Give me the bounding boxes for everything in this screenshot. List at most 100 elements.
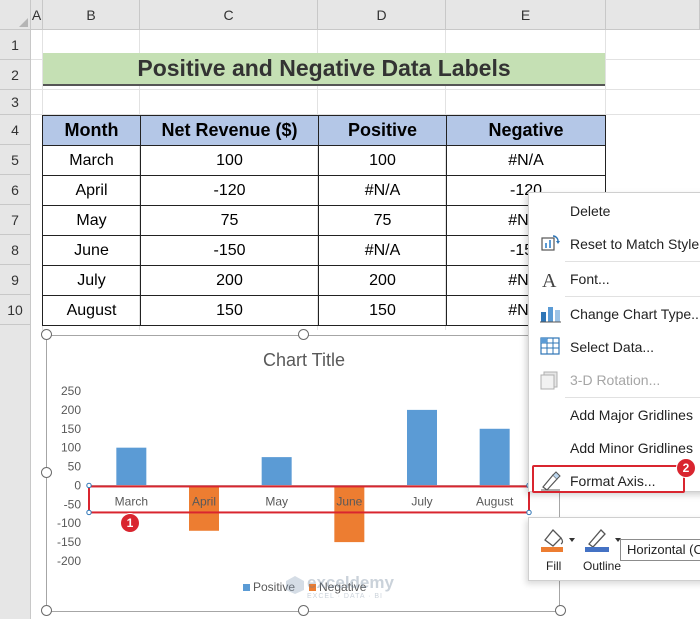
table-cell[interactable]: 200	[318, 265, 447, 296]
column-header-d[interactable]: D	[318, 0, 446, 30]
svg-text:A: A	[542, 270, 557, 291]
table-cell[interactable]: #N/A	[318, 175, 447, 206]
exceldemy-logo-icon	[286, 576, 304, 594]
table-cell[interactable]: March	[42, 145, 141, 176]
axis-selection-handle[interactable]	[86, 482, 92, 489]
y-tick-label: -100	[57, 516, 81, 530]
plot-area[interactable]	[116, 409, 510, 543]
x-category-label: May	[265, 494, 288, 508]
font-icon: A	[540, 269, 562, 292]
reset-style-icon	[540, 234, 562, 254]
row-header-3[interactable]: 3	[0, 90, 31, 115]
menu-item-delete[interactable]: Delete	[570, 203, 611, 219]
axis-selection-handle[interactable]	[526, 509, 532, 516]
table-cell[interactable]: 150	[318, 295, 447, 326]
table-cell[interactable]: #N/A	[318, 235, 447, 266]
menu-item-reset-style[interactable]: Reset to Match Style	[529, 229, 700, 259]
bar-positive-may[interactable]	[261, 457, 292, 486]
header-positive[interactable]: Positive	[318, 115, 447, 146]
table-cell[interactable]: #N/A	[446, 145, 606, 176]
bar-negative-april[interactable]	[189, 485, 219, 531]
chart-resize-handle[interactable]	[555, 605, 566, 616]
step-badge-2: 2	[676, 458, 696, 478]
bar-positive-july[interactable]	[407, 409, 437, 486]
table-row: May 75 75 #N/A	[42, 205, 606, 236]
table-cell[interactable]: -150	[140, 235, 319, 266]
y-axis[interactable]: 250 200 150 100 50 0 -50 -100 -150 -200	[57, 384, 81, 568]
legend-swatch	[309, 584, 316, 591]
chart-legend[interactable]: Positive Negative	[243, 580, 367, 594]
row-header-6[interactable]: 6	[0, 175, 31, 205]
select-all-corner[interactable]	[0, 0, 31, 30]
row-header-5[interactable]: 5	[0, 145, 31, 175]
table-row: April -120 #N/A -120	[42, 175, 606, 206]
table-cell[interactable]: 150	[140, 295, 319, 326]
chart-type-icon	[540, 304, 562, 324]
chart-resize-handle[interactable]	[41, 329, 52, 340]
column-header-a[interactable]: A	[31, 0, 43, 30]
table-cell[interactable]: 100	[318, 145, 447, 176]
row-header-1[interactable]: 1	[0, 30, 31, 60]
menu-item-change-chart-type[interactable]: Change Chart Type...	[529, 299, 700, 329]
chart-resize-handle[interactable]	[41, 467, 52, 478]
bar-positive-march[interactable]	[116, 447, 147, 486]
row-header-9[interactable]: 9	[0, 265, 31, 295]
horizontal-axis-labels[interactable]: March April May June July August	[115, 494, 514, 508]
chart-resize-handle[interactable]	[41, 605, 52, 616]
menu-item-3d-rotation[interactable]: 3-D Rotation...	[529, 365, 700, 395]
watermark-logo: exceldemy EXCEL · DATA · BI	[285, 573, 435, 607]
step-badge-1: 1	[120, 513, 140, 533]
header-month[interactable]: Month	[42, 115, 141, 146]
table-cell[interactable]: 75	[140, 205, 319, 236]
chart-resize-handle[interactable]	[298, 605, 309, 616]
column-header-c[interactable]: C	[140, 0, 318, 30]
table-header-row: Month Net Revenue ($) Positive Negative	[42, 115, 606, 146]
menu-item-add-major-gridlines[interactable]: Add Major Gridlines	[570, 407, 693, 423]
table-row: August 150 150 #N/A	[42, 295, 606, 326]
table-cell[interactable]: 200	[140, 265, 319, 296]
table-cell[interactable]: 75	[318, 205, 447, 236]
menu-item-font[interactable]: A Font...	[540, 269, 610, 292]
data-table: Month Net Revenue ($) Positive Negative …	[42, 115, 606, 326]
y-tick-label: -200	[57, 554, 81, 568]
chart-area[interactable]: Chart Title 250 200 150 100 50 0 -50 -100 -150 -2…	[46, 335, 560, 612]
table-cell[interactable]: May	[42, 205, 141, 236]
horizontal-axis-selection[interactable]	[88, 485, 530, 514]
menu-item-format-axis[interactable]: Format Axis...	[529, 466, 700, 496]
table-cell[interactable]: June	[42, 235, 141, 266]
rotation-3d-icon	[540, 370, 562, 390]
column-header-b[interactable]: B	[43, 0, 140, 30]
header-net-revenue[interactable]: Net Revenue ($)	[140, 115, 319, 146]
sheet-title-banner[interactable]: Positive and Negative Data Labels	[43, 53, 605, 86]
fill-button[interactable]: Fill	[539, 526, 583, 578]
header-negative[interactable]: Negative	[446, 115, 606, 146]
column-header-e[interactable]: E	[446, 0, 606, 30]
table-cell[interactable]: April	[42, 175, 141, 206]
axis-selection-handle[interactable]	[86, 509, 92, 516]
format-axis-highlight	[532, 465, 685, 493]
row-header-2[interactable]: 2	[0, 60, 31, 90]
table-cell[interactable]: August	[42, 295, 141, 326]
outline-button[interactable]: Outline	[583, 526, 627, 578]
table-cell[interactable]: July	[42, 265, 141, 296]
table-cell[interactable]: 100	[140, 145, 319, 176]
bar-negative-june[interactable]	[334, 485, 365, 543]
outline-label: Outline	[583, 559, 622, 573]
row-header-10[interactable]: 10	[0, 295, 31, 325]
menu-item-select-data[interactable]: Select Data...	[529, 332, 700, 362]
bar-positive-august[interactable]	[479, 428, 510, 486]
table-cell[interactable]: -120	[140, 175, 319, 206]
row-header-8[interactable]: 8	[0, 235, 31, 265]
watermark-tagline: EXCEL · DATA · BI	[307, 593, 383, 600]
row-header-4[interactable]: 4	[0, 115, 31, 145]
legend-swatch	[243, 584, 250, 591]
chart-resize-handle[interactable]	[298, 329, 309, 340]
chart-element-tooltip: Horizontal (C	[620, 539, 700, 561]
column-header-blank[interactable]	[606, 0, 700, 30]
row-header-7[interactable]: 7	[0, 205, 31, 235]
chart-title[interactable]: Chart Title	[263, 350, 345, 370]
x-category-label: July	[411, 494, 432, 508]
table-row: July 200 200 #N/A	[42, 265, 606, 296]
menu-item-add-minor-gridlines[interactable]: Add Minor Gridlines	[570, 440, 693, 456]
legend-label: Negative	[319, 580, 367, 594]
